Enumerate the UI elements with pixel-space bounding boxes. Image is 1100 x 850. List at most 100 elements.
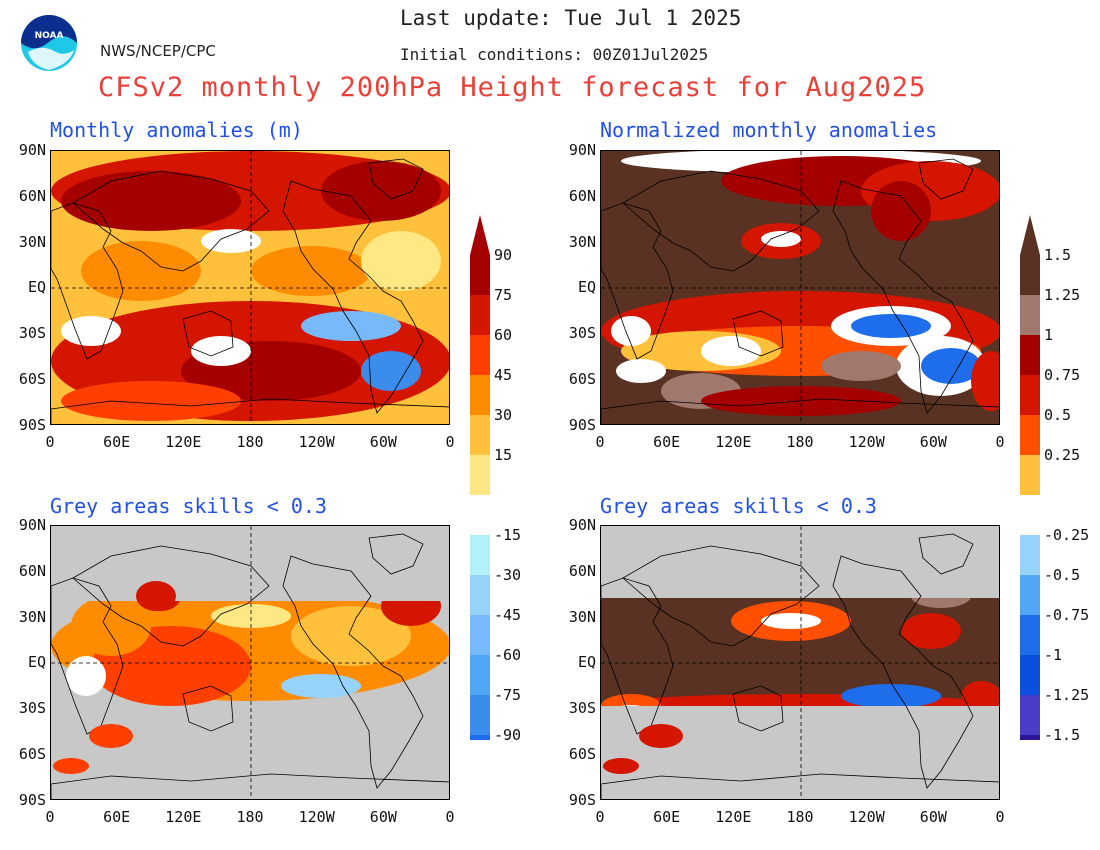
last-update-text: Last update: Tue Jul 1 2025: [400, 6, 742, 30]
panel-title-top-right: Normalized monthly anomalies: [600, 118, 938, 142]
lon-label-bottom-right: 180: [786, 808, 814, 826]
colorbar-tick-label: -0.75: [1044, 606, 1090, 624]
map-bottom-right: [600, 525, 1000, 800]
coastline: [918, 158, 974, 200]
colorbar-tick-label: -0.25: [1044, 526, 1090, 544]
lat-label-top-left: 30N: [18, 232, 46, 251]
coastline: [72, 545, 270, 647]
lon-label-bottom-left: 120E: [165, 808, 202, 826]
coastline: [51, 577, 124, 735]
colorbar-tick-label: -1.5: [1044, 726, 1081, 744]
colorbar-band: [1020, 415, 1040, 455]
lon-label-top-left: 60W: [369, 433, 397, 451]
lon-label-top-right: 0: [995, 433, 1005, 451]
lat-label-bottom-right: EQ: [577, 653, 596, 672]
colorbar-top-arrow: [1020, 215, 1040, 255]
colorbar-band: [470, 735, 490, 775]
lat-label-bottom-left: 30N: [18, 607, 46, 626]
colorbar-band: [1020, 735, 1040, 775]
colorbar-tick-label: 45: [494, 366, 513, 384]
lon-label-top-right: 60E: [653, 433, 681, 451]
colorbar-tick-label: 1.5: [1044, 246, 1072, 264]
colorbar-band: [470, 695, 490, 735]
coastline: [601, 202, 674, 360]
lat-label-top-left: EQ: [27, 278, 46, 297]
lat-label-top-right: 60S: [568, 370, 596, 388]
coastline: [51, 202, 124, 360]
lon-label-top-left: 0: [445, 433, 455, 451]
map-top-left: [50, 150, 450, 425]
lon-label-bottom-left: 60W: [369, 808, 397, 826]
lat-label-bottom-left: EQ: [27, 653, 46, 672]
lon-label-bottom-left: 60E: [103, 808, 131, 826]
panel-title-bottom-right: Grey areas skills < 0.3: [600, 494, 877, 518]
noaa-logo-text: NOAA: [35, 31, 64, 41]
lon-label-bottom-right: 0: [995, 808, 1005, 826]
coastline: [368, 533, 424, 575]
lon-label-bottom-right: 120W: [848, 808, 885, 826]
colorbar-tick-label: 0.25: [1044, 446, 1081, 464]
lon-label-top-left: 60E: [103, 433, 131, 451]
coastline: [368, 158, 424, 200]
lon-label-top-right: 60W: [919, 433, 947, 451]
colorbar-band: [470, 375, 490, 415]
panel-title-top-left: Monthly anomalies (m): [50, 118, 303, 142]
coastline: [601, 398, 999, 424]
map-field: [51, 526, 449, 799]
coastline: [832, 180, 974, 414]
colorbar-band: [1020, 615, 1040, 655]
colorbar-band: [1020, 255, 1040, 295]
lat-label-bottom-right: 60N: [568, 561, 596, 580]
colorbar-tick-label: -75: [494, 686, 522, 704]
colorbar-band: [1020, 575, 1040, 615]
colorbar-band: [1020, 375, 1040, 415]
lon-label-top-right: 0: [595, 433, 605, 451]
colorbar-band: [1020, 535, 1040, 575]
lon-label-bottom-right: 60W: [919, 808, 947, 826]
lat-label-bottom-right: 90S: [568, 790, 596, 809]
lat-label-top-right: 90S: [568, 415, 596, 434]
colorbar-right: [1020, 215, 1040, 775]
coastline: [918, 533, 974, 575]
panel-title-bottom-left: Grey areas skills < 0.3: [50, 494, 327, 518]
lat-label-bottom-right: 30S: [568, 699, 596, 718]
coastline: [732, 310, 784, 357]
coastline: [732, 685, 784, 732]
lat-label-bottom-left: 90N: [18, 516, 46, 534]
colorbar-tick-label: -90: [494, 726, 522, 744]
colorbar-band: [470, 615, 490, 655]
coastline: [832, 555, 974, 789]
coastline: [601, 577, 674, 735]
lon-label-bottom-left: 0: [445, 808, 455, 826]
map-bottom-left: [50, 525, 450, 800]
colorbar-tick-label: 0.75: [1044, 366, 1081, 384]
lat-label-top-left: 60S: [18, 370, 46, 388]
lat-label-top-right: 30S: [568, 324, 596, 343]
map-field: [601, 151, 999, 424]
coastline: [182, 685, 234, 732]
lon-label-bottom-left: 120W: [298, 808, 335, 826]
lat-label-bottom-right: 90N: [568, 516, 596, 534]
lat-label-top-right: 90N: [568, 141, 596, 159]
colorbar-tick-label: 15: [494, 446, 513, 464]
map-field: [51, 151, 449, 424]
lat-label-top-right: 60N: [568, 186, 596, 205]
map-field: [601, 526, 999, 799]
coastline: [72, 170, 270, 272]
coastline: [282, 180, 424, 414]
lat-label-bottom-right: 60S: [568, 745, 596, 763]
colorbar-band: [1020, 655, 1040, 695]
lat-label-top-left: 60N: [18, 186, 46, 205]
colorbar-band: [470, 655, 490, 695]
noaa-logo: NOAA: [20, 14, 78, 72]
coastline: [51, 773, 449, 799]
colorbar-band: [470, 575, 490, 615]
colorbar-tick-label: 0.5: [1044, 406, 1072, 424]
colorbar-tick-label: 1: [1044, 326, 1054, 344]
lon-label-top-left: 120W: [298, 433, 335, 451]
coastline: [622, 545, 820, 647]
colorbar-tick-label: 90: [494, 246, 513, 264]
colorbar-tick-label: -1: [1044, 646, 1063, 664]
colorbar-tick-label: -30: [494, 566, 522, 584]
colorbar-band: [1020, 455, 1040, 495]
